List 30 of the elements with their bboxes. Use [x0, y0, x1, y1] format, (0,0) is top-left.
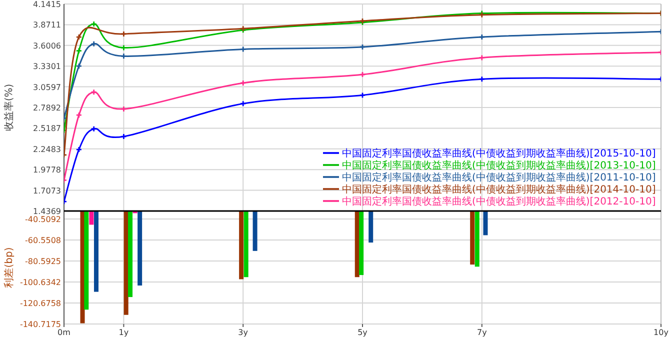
- y-tick-label: 3.0597: [33, 82, 61, 92]
- x-tick-label: 3y: [238, 328, 248, 337]
- y-tick-label: 3.8711: [33, 20, 61, 30]
- y-tick-label: 1.9778: [33, 166, 61, 175]
- y-tick-label: -60.5508: [25, 236, 61, 245]
- y-tick-label: 2.5187: [33, 124, 61, 134]
- y-tick-label: 2.7892: [33, 104, 61, 112]
- legend-label: 中国固定利率国债收益率曲线(中债收益到期收益率曲线)[2012-10-10]: [342, 196, 656, 208]
- legend-label: 中国固定利率国债收益率曲线(中债收益到期收益率曲线)[2013-10-10]: [342, 160, 656, 172]
- y-axis-title: 收益率(%): [3, 84, 15, 132]
- y-tick-label: -100.6342: [20, 278, 61, 287]
- y-tick-label: -40.5092: [25, 214, 61, 224]
- legend-label: 中国固定利率国债收益率曲线(中债收益到期收益率曲线)[2015-10-10]: [342, 148, 656, 160]
- y-tick-label: 3.6006: [33, 41, 61, 50]
- y-tick-label: -80.5925: [25, 256, 61, 266]
- y-tick-label: 2.2483: [33, 144, 61, 154]
- y-axis-title: 利差(bp): [3, 247, 15, 288]
- x-tick-label: 0m: [58, 328, 71, 337]
- y-tick-label: 4.1415: [33, 0, 61, 9]
- y-tick-label: 3.3301: [33, 62, 61, 72]
- y-tick-label: -120.6758: [20, 298, 61, 308]
- x-tick-label: 5y: [358, 328, 368, 337]
- y-tick-label: -140.7175: [20, 320, 61, 329]
- y-tick-label: 1.7073: [33, 186, 61, 196]
- x-tick-label: 10y: [654, 328, 669, 337]
- x-tick-label: 1y: [118, 328, 129, 337]
- x-tick-label: 7y: [476, 328, 488, 337]
- y-tick-label: 1.4369: [33, 207, 61, 216]
- legend-label: 中国固定利率国债收益率曲线(中债收益到期收益率曲线)[2011-10-10]: [342, 172, 656, 184]
- legend-label: 中国固定利率国债收益率曲线(中债收益到期收益率曲线)[2014-10-10]: [342, 184, 656, 196]
